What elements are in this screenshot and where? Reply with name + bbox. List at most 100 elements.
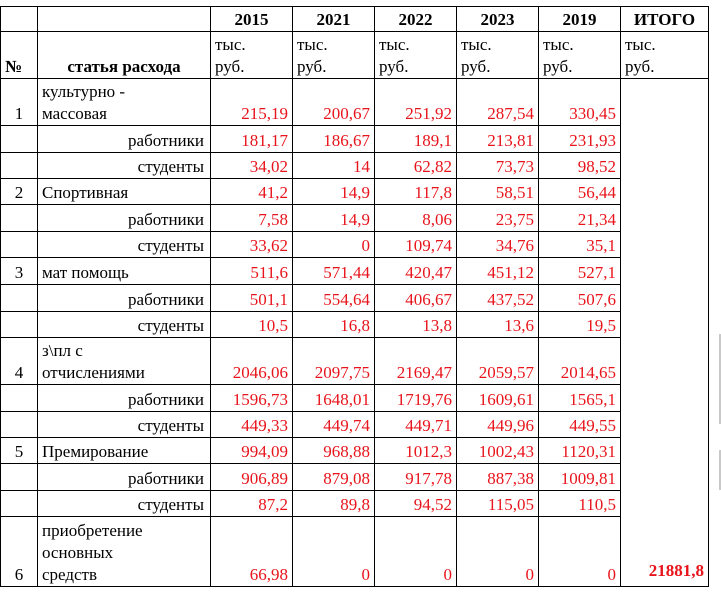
value-cell: 186,67 bbox=[292, 125, 375, 153]
unit-label: тыс. руб. bbox=[456, 31, 539, 79]
unit-label: тыс. руб. bbox=[620, 31, 709, 79]
value-cell: 2059,57 bbox=[456, 337, 539, 385]
row-number: 2 bbox=[0, 178, 38, 205]
value-cell: 437,52 bbox=[456, 284, 539, 312]
year-header: 2023 bbox=[456, 6, 539, 32]
value-cell: 14,9 bbox=[292, 178, 375, 205]
expense-subitem-name: работники bbox=[37, 463, 211, 491]
row-number bbox=[0, 204, 38, 232]
value-cell: 507,6 bbox=[538, 284, 621, 312]
table-row: 6 приобретение основных средств 66,98 0 0 0 0 bbox=[0, 516, 709, 587]
value-cell: 56,44 bbox=[538, 178, 621, 205]
expense-subitem-name: работники bbox=[37, 284, 211, 312]
value-cell: 0 bbox=[292, 516, 375, 587]
name-line: массовая bbox=[42, 104, 107, 123]
value-cell: 181,17 bbox=[210, 125, 293, 153]
expense-subitem-name: работники bbox=[37, 204, 211, 232]
table-row: студенты 10,5 16,8 13,8 13,6 19,5 bbox=[0, 311, 709, 338]
value-cell: 2097,75 bbox=[292, 337, 375, 385]
value-cell: 420,47 bbox=[374, 257, 457, 285]
header-row: 2015 2021 2022 2023 2019 ИТОГО bbox=[0, 6, 709, 32]
value-cell: 23,75 bbox=[456, 204, 539, 232]
value-cell: 511,6 bbox=[210, 257, 293, 285]
value-cell: 968,88 bbox=[292, 437, 375, 464]
value-cell: 14,9 bbox=[292, 204, 375, 232]
name-line: работники bbox=[128, 210, 204, 229]
value-cell: 19,5 bbox=[538, 311, 621, 338]
name-line: студенты bbox=[137, 157, 204, 176]
expense-subitem-name: студенты bbox=[37, 231, 211, 258]
row-number bbox=[0, 125, 38, 153]
value-cell: 449,71 bbox=[374, 411, 457, 438]
value-cell: 449,33 bbox=[210, 411, 293, 438]
row-number bbox=[0, 411, 38, 438]
value-cell: 1012,3 bbox=[374, 437, 457, 464]
expense-subitem-name: студенты bbox=[37, 311, 211, 338]
value-cell: 406,67 bbox=[374, 284, 457, 312]
value-cell: 251,92 bbox=[374, 78, 457, 126]
table-row: студенты 33,62 0 109,74 34,76 35,1 bbox=[0, 231, 709, 258]
value-cell: 449,55 bbox=[538, 411, 621, 438]
row-number: 6 bbox=[0, 516, 38, 587]
expense-item-name: приобретение основных средств bbox=[37, 516, 211, 587]
right-edge-bar bbox=[719, 450, 721, 490]
value-cell: 2046,06 bbox=[210, 337, 293, 385]
value-cell: 906,89 bbox=[210, 463, 293, 491]
value-cell: 14 bbox=[292, 152, 375, 179]
right-edge-bar bbox=[719, 334, 721, 424]
value-cell: 231,93 bbox=[538, 125, 621, 153]
name-line: студенты bbox=[137, 236, 204, 255]
value-cell: 1565,1 bbox=[538, 384, 621, 412]
value-cell: 189,1 bbox=[374, 125, 457, 153]
table-row: студенты 87,2 89,8 94,52 115,05 110,5 bbox=[0, 490, 709, 517]
table-row: работники 7,58 14,9 8,06 23,75 21,34 bbox=[0, 204, 709, 232]
name-line: мат помощь bbox=[42, 263, 129, 282]
table-row: студенты 449,33 449,74 449,71 449,96 449,55 bbox=[0, 411, 709, 438]
value-cell: 35,1 bbox=[538, 231, 621, 258]
year-header: 2021 bbox=[292, 6, 375, 32]
value-cell: 2014,65 bbox=[538, 337, 621, 385]
value-cell: 451,12 bbox=[456, 257, 539, 285]
expense-subitem-name: студенты bbox=[37, 411, 211, 438]
expense-item-name: з\пл с отчислениями bbox=[37, 337, 211, 385]
value-cell: 1719,76 bbox=[374, 384, 457, 412]
expense-item-name: культурно - массовая bbox=[37, 78, 211, 126]
table-row: работники 906,89 879,08 917,78 887,38 1009,81 bbox=[0, 463, 709, 491]
value-cell: 1648,01 bbox=[292, 384, 375, 412]
expense-item-column-header: статья расхода bbox=[37, 31, 211, 79]
grand-total-value: 21881,8 bbox=[620, 78, 709, 587]
value-cell: 449,74 bbox=[292, 411, 375, 438]
value-cell: 994,09 bbox=[210, 437, 293, 464]
unit-label: тыс. руб. bbox=[210, 31, 293, 79]
table-row: 1 культурно - массовая 215,19 200,67 251,92 28… bbox=[0, 78, 709, 587]
value-cell: 527,1 bbox=[538, 257, 621, 285]
value-cell: 287,54 bbox=[456, 78, 539, 126]
row-number: 3 bbox=[0, 257, 38, 285]
row-number bbox=[0, 463, 38, 491]
value-cell: 554,64 bbox=[292, 284, 375, 312]
name-line: культурно - bbox=[42, 82, 126, 101]
value-cell: 1002,43 bbox=[456, 437, 539, 464]
value-cell: 501,1 bbox=[210, 284, 293, 312]
value-cell: 917,78 bbox=[374, 463, 457, 491]
value-cell: 887,38 bbox=[456, 463, 539, 491]
name-line: Премирование bbox=[42, 442, 149, 461]
total-header: ИТОГО bbox=[620, 6, 709, 32]
value-cell: 115,05 bbox=[456, 490, 539, 517]
year-header: 2022 bbox=[374, 6, 457, 32]
value-cell: 13,6 bbox=[456, 311, 539, 338]
value-cell: 7,58 bbox=[210, 204, 293, 232]
header-blank bbox=[0, 6, 38, 32]
value-cell: 34,76 bbox=[456, 231, 539, 258]
row-number bbox=[0, 384, 38, 412]
value-cell: 1596,73 bbox=[210, 384, 293, 412]
row-number: 1 bbox=[0, 78, 38, 126]
name-line: работники bbox=[128, 131, 204, 150]
table-row: работники 1596,73 1648,01 1719,76 1609,61 156… bbox=[0, 384, 709, 412]
value-cell: 1009,81 bbox=[538, 463, 621, 491]
table-row: работники 501,1 554,64 406,67 437,52 507,6 bbox=[0, 284, 709, 312]
value-cell: 2169,47 bbox=[374, 337, 457, 385]
value-cell: 21,34 bbox=[538, 204, 621, 232]
value-cell: 13,8 bbox=[374, 311, 457, 338]
row-number: 4 bbox=[0, 337, 38, 385]
